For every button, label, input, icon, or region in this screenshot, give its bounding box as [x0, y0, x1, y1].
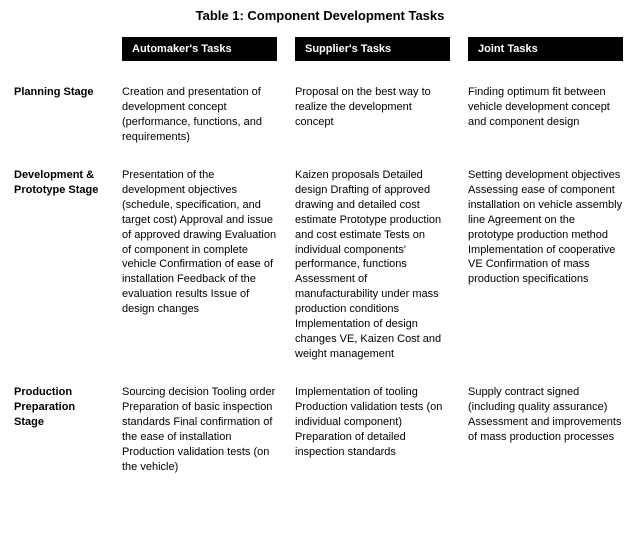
cell-production-joint: Supply contract signed (including qualit… — [468, 385, 623, 474]
cell-planning-automaker: Creation and presentation of development… — [122, 85, 277, 144]
row-label-production: Production Preparation Stage — [14, 385, 104, 474]
cell-development-joint: Setting development objectives Assessing… — [468, 168, 623, 361]
col-header-automaker: Automaker's Tasks — [122, 37, 277, 61]
table-title: Table 1: Component Development Tasks — [14, 8, 626, 23]
header-spacer — [14, 37, 104, 61]
col-header-supplier: Supplier's Tasks — [295, 37, 450, 61]
row-label-planning: Planning Stage — [14, 85, 104, 144]
cell-planning-joint: Finding optimum fit between vehicle deve… — [468, 85, 623, 144]
cell-production-supplier: Implementation of tooling Production val… — [295, 385, 450, 474]
cell-planning-supplier: Proposal on the best way to realize the … — [295, 85, 450, 144]
cell-development-supplier: Kaizen proposals Detailed design Draftin… — [295, 168, 450, 361]
row-label-development: Development & Prototype Stage — [14, 168, 104, 361]
cell-production-automaker: Sourcing decision Tooling order Preparat… — [122, 385, 277, 474]
col-header-joint: Joint Tasks — [468, 37, 623, 61]
cell-development-automaker: Presentation of the development objectiv… — [122, 168, 277, 361]
task-table: Automaker's Tasks Supplier's Tasks Joint… — [14, 37, 626, 474]
